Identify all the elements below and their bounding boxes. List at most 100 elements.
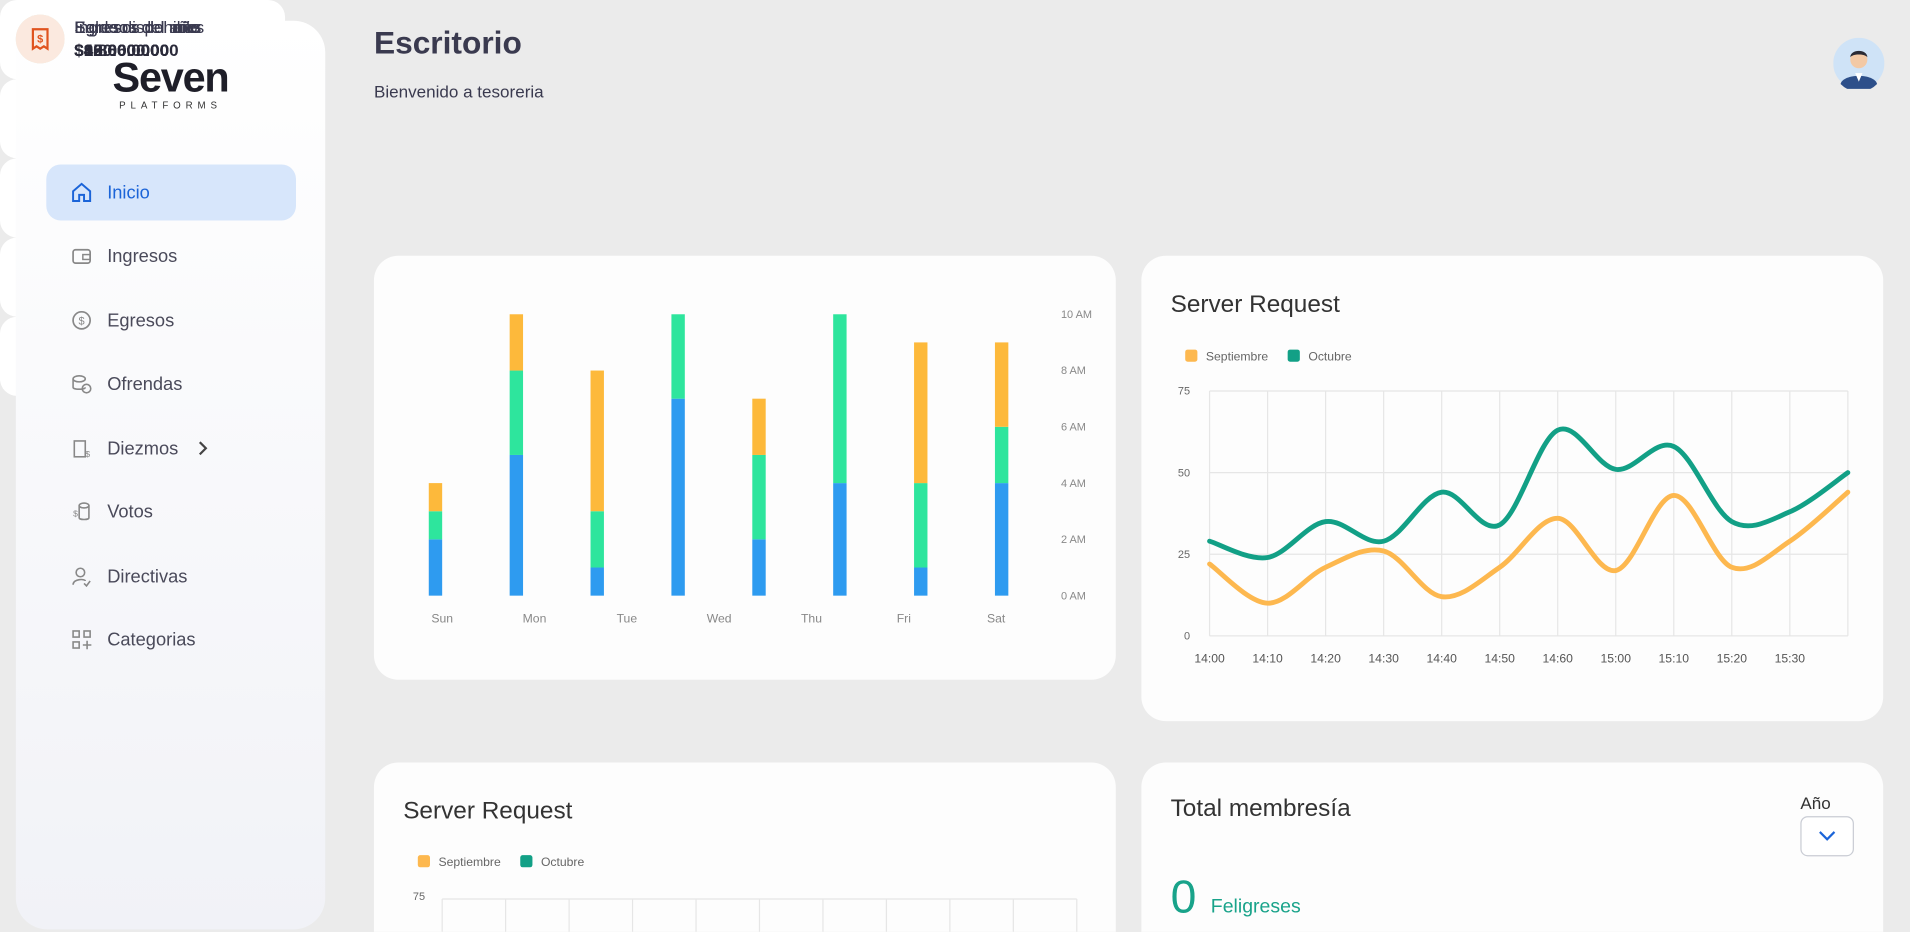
bar-segment [914,483,928,568]
icon-grid [72,630,92,650]
svg-text:$: $ [73,508,78,518]
nav-label: Ofrendas [107,373,183,395]
bar-segment [994,426,1009,484]
chart-card [373,762,1116,932]
bar-segment [671,314,685,399]
nav-item[interactable]: $ Diezmos [46,420,296,476]
legend-label: Octubre [1308,350,1352,364]
sidebar: Seven PLATFORMS Inicio Ingresos $ Egreso… [15,20,326,930]
nav-item[interactable]: Ofrendas [46,356,296,412]
bar-segment [752,398,766,455]
x-tick-label: 14:30 [1368,652,1399,666]
x-tick-label: 15:20 [1717,652,1748,666]
x-tick-label: Sun [431,611,453,625]
bar-segment [509,314,524,371]
legend-swatch [520,855,533,868]
y-tick-label: 10 AM [1061,309,1092,321]
x-tick-label: 14:20 [1310,652,1341,666]
stat-value: $8.800.000 [74,40,160,60]
member-unit: Feligreses [1210,896,1301,918]
x-tick-label: Mon [523,611,547,625]
x-tick-label: Sat [987,611,1006,625]
y-tick-label: 25 [1178,549,1190,561]
bar-segment [509,370,524,455]
nav-label: Votos [107,501,153,522]
stat-label: Egresos del año [74,17,198,37]
stat-label: Egresos del mes [74,17,202,37]
stat-value: $98.000.000 [74,40,170,60]
avatar[interactable] [1833,37,1885,89]
y-tick-label: 0 AM [1061,590,1086,602]
legend-swatch [417,855,430,868]
svg-text:$: $ [85,449,90,459]
stat-value: $15.600.000 [74,40,170,60]
nav-item[interactable]: Directivas [46,548,296,604]
y-tick-label: 8 AM [1061,365,1086,377]
stat-icon: $ [15,14,65,64]
bar-segment [752,539,766,596]
nav-label: Inicio [107,182,150,203]
y-tick-label: 75 [1178,386,1190,398]
y-tick-label: 75 [413,891,425,903]
series-line [1207,426,1851,561]
x-tick-label: 15:30 [1775,652,1806,666]
nav-item[interactable]: Ingresos [46,228,296,284]
filter-label: Año [1800,792,1831,813]
icon-home [72,182,92,202]
y-tick-label: 6 AM [1061,421,1086,433]
y-tick-label: 4 AM [1061,478,1086,490]
svg-text:$: $ [37,34,43,46]
legend-label: Septiembre [1206,350,1268,364]
bar-segment [914,342,928,484]
bar-segment [994,342,1009,427]
nav-item[interactable]: Inicio [46,164,296,221]
bar-segment [428,483,443,512]
x-tick-label: 14:10 [1252,652,1283,666]
y-tick-label: 50 [1178,467,1190,479]
chart-card [1141,255,1884,722]
legend-swatch [1185,349,1198,362]
chevron-right [199,441,208,456]
bar-segment [590,567,604,596]
legend-label: Septiembre [439,855,501,869]
x-tick-label: 14:00 [1194,652,1225,666]
y-tick-label: 2 AM [1061,534,1086,546]
nav-label: Categorias [107,629,196,650]
nav-label: Directivas [107,565,188,587]
bar-segment [509,454,524,596]
x-tick-label: 15:00 [1601,652,1632,666]
stat-label: Ingresos del año [74,17,201,37]
icon-stack: $ [73,502,90,521]
bar-segment [590,511,604,568]
stat-label: Ingresos del mes [74,17,205,37]
page-title: Escritorio [373,24,522,61]
icon-user [72,567,91,588]
membership-title: Total membresía [1170,795,1351,823]
y-tick-label: 0 [1184,631,1190,643]
x-tick-label: Thu [801,611,822,625]
membership-card: Total membresía Año 0 Feligreses [1141,762,1884,932]
legend-swatch [1287,349,1300,362]
bar-segment [833,314,847,484]
nav-label: Diezmos [107,437,179,459]
year-select[interactable] [1800,816,1854,857]
logo-tagline: PLATFORMS [119,99,222,111]
chart-title: Server Request [403,798,572,825]
x-tick-label: 14:50 [1484,652,1515,666]
nav-item[interactable]: $ Egresos [46,292,296,348]
bar-segment [833,483,847,596]
nav-item[interactable]: $ Votos [46,484,296,540]
bar-segment [671,398,685,596]
legend-label: Octubre [541,855,585,869]
stat-value: $120.600.000 [74,40,179,60]
bar-segment [428,539,443,596]
bar-segment [914,567,928,596]
nav-item[interactable]: Categorias [46,611,296,667]
page-subtitle: Bienvenido a tesoreria [373,81,544,102]
logo: Seven [112,54,230,102]
x-tick-label: Wed [707,611,732,625]
